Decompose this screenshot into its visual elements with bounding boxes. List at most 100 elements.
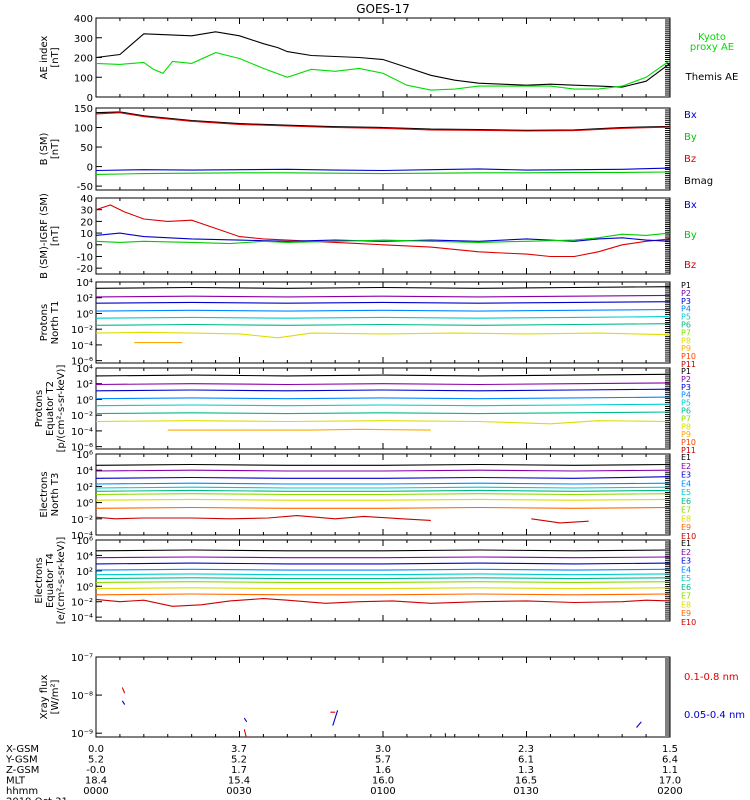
footer-value: 0200 bbox=[657, 786, 682, 797]
series-line-bx bbox=[96, 167, 670, 172]
y-tick-label: 10⁻⁶ bbox=[71, 443, 93, 454]
legend-entry: P9 bbox=[681, 430, 691, 439]
y-axis-label: [p/(cm²-s-sr-keV)] bbox=[56, 365, 67, 453]
y-tick-label: 10² bbox=[76, 567, 93, 578]
legend-entry: Bz bbox=[684, 260, 696, 271]
y-axis-label: B (SM) bbox=[39, 132, 50, 165]
panel-e_equator: 10⁶ 10⁴ 10² 10⁰ 10⁻² 10⁻⁴ Electrons Equator T4[… bbox=[34, 536, 696, 627]
legend-entry: P7 bbox=[681, 414, 691, 423]
series-line-e8 bbox=[96, 498, 670, 501]
y-tick-label: 10 bbox=[80, 229, 93, 240]
panel-frame bbox=[95, 367, 671, 450]
footer-row-label: Y-GSM bbox=[5, 755, 38, 766]
footer-value: 3.0 bbox=[375, 744, 391, 755]
legend-entry: P11 bbox=[681, 360, 696, 369]
legend-entry: P1 bbox=[681, 367, 691, 376]
series-line-p4 bbox=[96, 396, 670, 400]
series-line-e10 bbox=[96, 515, 431, 521]
footer-row-label: Z-GSM bbox=[6, 765, 39, 776]
y-tick-label: 30 bbox=[80, 206, 93, 217]
series-line-e1 bbox=[96, 549, 670, 552]
series-line-p8 bbox=[167, 428, 431, 431]
y-tick-label: 10⁰ bbox=[76, 309, 93, 320]
legend-entry: E7 bbox=[681, 506, 691, 515]
legend-entry: E10 bbox=[681, 618, 696, 627]
y-tick-label: 400 bbox=[74, 14, 93, 25]
y-axis-label: Electrons bbox=[39, 471, 50, 517]
footer-row-label: X-GSM bbox=[6, 744, 39, 755]
y-tick-label: 0 bbox=[87, 241, 93, 252]
series-line-0.1-0.8-nm bbox=[121, 687, 126, 694]
series-line-by bbox=[96, 171, 670, 175]
series-line-e7 bbox=[96, 493, 670, 496]
legend-entry: P10 bbox=[681, 352, 696, 361]
footer-value: 0100 bbox=[370, 786, 395, 797]
panel-p_equator: 10⁴ 10² 10⁰ 10⁻² 10⁻⁴ 10⁻⁶ Protons Equator T2 [p… bbox=[34, 364, 696, 455]
legend-entry: E7 bbox=[681, 592, 691, 601]
y-tick-label: 10⁴ bbox=[76, 551, 93, 562]
y-tick-label: -10 bbox=[77, 252, 93, 263]
y-tick-label: 10² bbox=[76, 380, 93, 391]
series-line-p3 bbox=[96, 301, 670, 304]
legend-entry: E10 bbox=[681, 532, 696, 541]
series-line-e4 bbox=[96, 568, 670, 571]
footer-value: 5.2 bbox=[88, 755, 104, 766]
y-tick-label: 10⁴ bbox=[76, 466, 93, 477]
series-group bbox=[96, 463, 670, 524]
series-group bbox=[96, 549, 670, 607]
footer-row-label: MLT bbox=[6, 776, 26, 787]
series-line-0.05-0.4-nm-b bbox=[243, 717, 248, 723]
y-axis-label: B (SM)-IGRF (SM) bbox=[39, 193, 50, 279]
series-line-e3 bbox=[96, 476, 670, 479]
series-line-e7 bbox=[96, 581, 670, 583]
y-tick-label: 10⁻⁴ bbox=[71, 341, 93, 352]
series-line-p2 bbox=[96, 382, 670, 386]
series-line-p5 bbox=[96, 316, 670, 319]
y-tick-label: 10⁻⁹ bbox=[71, 729, 93, 740]
y-tick-label: 10⁰ bbox=[76, 395, 93, 406]
series-group bbox=[121, 687, 642, 737]
legend-entry: E2 bbox=[681, 462, 691, 471]
series-line-p3 bbox=[96, 388, 670, 392]
legend-entry: 0.1-0.8 nm bbox=[684, 672, 739, 683]
footer-value: 18.4 bbox=[85, 776, 107, 787]
legend-entry: E9 bbox=[681, 609, 691, 618]
footer-value: 6.4 bbox=[662, 755, 678, 766]
panel-frame bbox=[95, 539, 671, 622]
panel-bsm: -50 0 50 100 150 B (SM) [nT] Bx By Bz Bmag bbox=[39, 104, 713, 193]
y-tick-label: 10⁻² bbox=[71, 325, 93, 336]
y-tick-label: 50 bbox=[80, 143, 93, 154]
y-axis-label: [nT] bbox=[50, 226, 61, 246]
y-tick-label: 10⁶ bbox=[76, 536, 93, 547]
legend-entry: E6 bbox=[681, 583, 691, 592]
series-line-p1 bbox=[96, 373, 670, 377]
legend-entry: P4 bbox=[681, 305, 691, 314]
series-line-e6 bbox=[96, 489, 670, 492]
y-tick-label: 10⁴ bbox=[76, 364, 93, 375]
series-group bbox=[96, 31, 670, 91]
footer-value: 17.0 bbox=[659, 776, 681, 787]
footer-value: 0030 bbox=[226, 786, 251, 797]
footer-row-label: hhmm bbox=[6, 786, 38, 797]
legend-entry: P3 bbox=[681, 383, 691, 392]
series-line-p6 bbox=[96, 323, 670, 326]
y-tick-label: 10² bbox=[76, 294, 93, 305]
legend-entry: By bbox=[684, 132, 697, 143]
series-line-e2 bbox=[96, 556, 670, 559]
series-line-p6 bbox=[96, 411, 670, 415]
series-line-e6 bbox=[96, 577, 670, 580]
footer-value: 6.1 bbox=[518, 755, 534, 766]
footer-table: X-GSM 0.0 3.7 3.0 2.3 1.5 Y-GSM 5.2 5.2 5.7 6.1 6.4… bbox=[5, 744, 683, 800]
legend-entry: P7 bbox=[681, 328, 691, 337]
series-line-e4 bbox=[96, 482, 670, 485]
series-line-kyoto-proxy-ae bbox=[96, 52, 670, 91]
y-tick-label: 10⁴ bbox=[76, 278, 93, 289]
y-tick-label: 10⁻⁴ bbox=[71, 531, 93, 542]
y-tick-label: 300 bbox=[74, 34, 93, 45]
series-line-e2 bbox=[96, 469, 670, 472]
series-line-e9 bbox=[96, 506, 670, 509]
series-line-bz bbox=[96, 204, 670, 258]
